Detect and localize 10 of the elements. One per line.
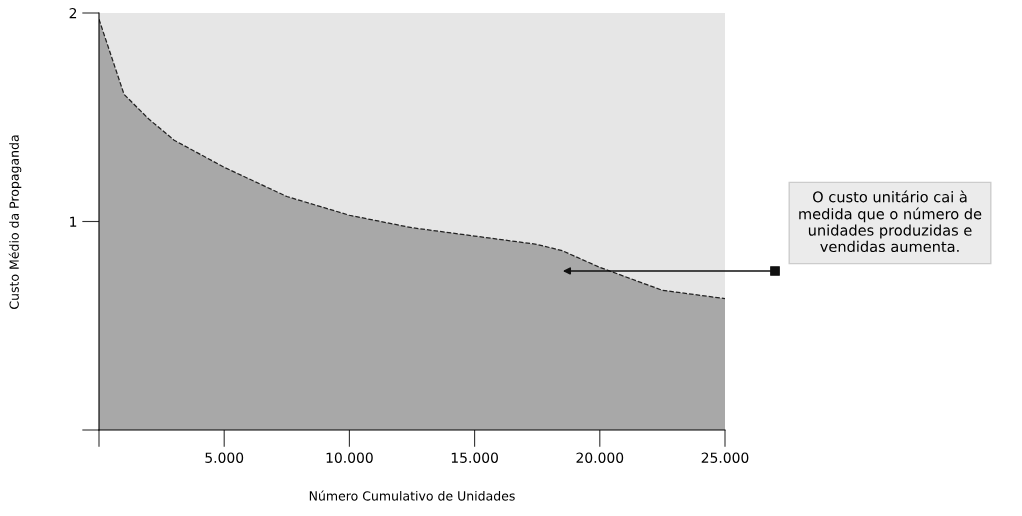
x-tick-label: 5.000 [205,452,244,463]
x-tick-label: 20.000 [576,452,624,463]
x-axis-title: Número Cumulativo de Unidades [309,490,515,501]
x-tick-label: 25.000 [701,452,749,463]
x-tick-label: 10.000 [326,452,373,463]
text: O custo unitário cai à medida que o número de unidades produzidas e vendidas aumenta. [799,190,982,253]
y-axis-title: Custo Médio da Propaganda [8,135,22,309]
x-tick-label: 15.000 [451,452,498,463]
y-tick-label: 2 [69,7,77,19]
y-tick-label: 1 [70,216,77,227]
